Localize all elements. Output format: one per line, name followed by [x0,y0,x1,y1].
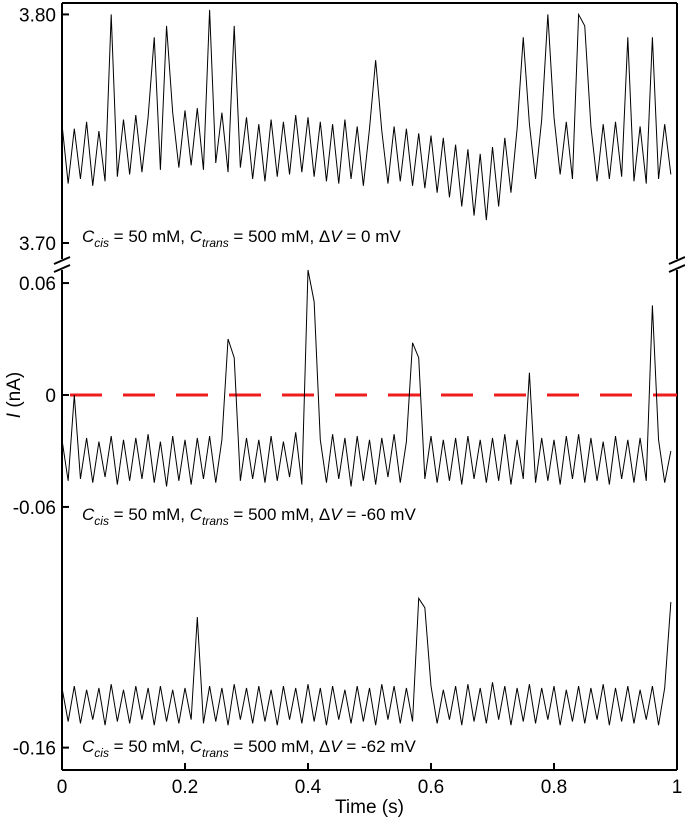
annotation-part: V [330,505,343,524]
annotation-part: V [330,227,343,246]
y-axis-label-part: (nA) [4,372,25,413]
y-tick-label: 0 [45,386,56,407]
condition-annotation: Ccis = 50 mM, Ctrans = 500 mM, ΔV = 0 mV [82,227,401,250]
annotation-part: trans [202,514,229,528]
y-tick-label: 3.70 [19,234,56,255]
x-tick-label: 1 [672,777,683,798]
annotation-part: cis [94,746,109,760]
condition-annotation: Ccis = 50 mM, Ctrans = 500 mM, ΔV = -60 … [82,505,416,528]
y-tick-label: 3.80 [19,5,56,26]
annotation-part: = 0 mV [342,227,402,246]
condition-annotation: Ccis = 50 mM, Ctrans = 500 mM, ΔV = -62 … [82,737,416,760]
annotation-part: C [82,505,95,524]
annotation-part: = 50 mM, [109,505,190,524]
annotation-part: cis [94,514,109,528]
annotation-part: = 500 mM, Δ [229,505,331,524]
x-axis-label: Time (s) [335,797,404,818]
annotation-part: trans [202,236,229,250]
frame [53,2,685,771]
annotation-part: C [82,737,95,756]
annotation-part: C [82,227,95,246]
annotation-part: V [330,737,343,756]
trace [61,269,672,487]
y-tick-label: -0.16 [13,739,56,760]
trace [61,9,672,221]
annotation-part: C [190,227,203,246]
x-tick-label: 0.6 [418,777,444,798]
annotation-part: = -62 mV [342,737,417,756]
annotation-part: = -60 mV [342,505,417,524]
x-tick-label: 0.2 [172,777,198,798]
annotation-part: C [190,737,203,756]
y-tick-label: 0.06 [19,274,56,295]
annotation-part: = 500 mM, Δ [229,737,331,756]
annotation-part: C [190,505,203,524]
annotation-part: = 50 mM, [109,737,190,756]
annotation-part: = 500 mM, Δ [229,227,331,246]
y-tick-label: -0.06 [13,498,56,519]
trace [61,596,672,726]
y-axis-label: I (nA) [4,372,25,418]
y-axis-label-part: I [4,412,25,418]
x-tick-label: 0.8 [541,777,567,798]
x-tick-label: 0 [57,777,68,798]
annotation-part: trans [202,746,229,760]
x-tick-label: 0.4 [295,777,322,798]
annotation-part: = 50 mM, [109,227,190,246]
annotation-part: cis [94,236,109,250]
